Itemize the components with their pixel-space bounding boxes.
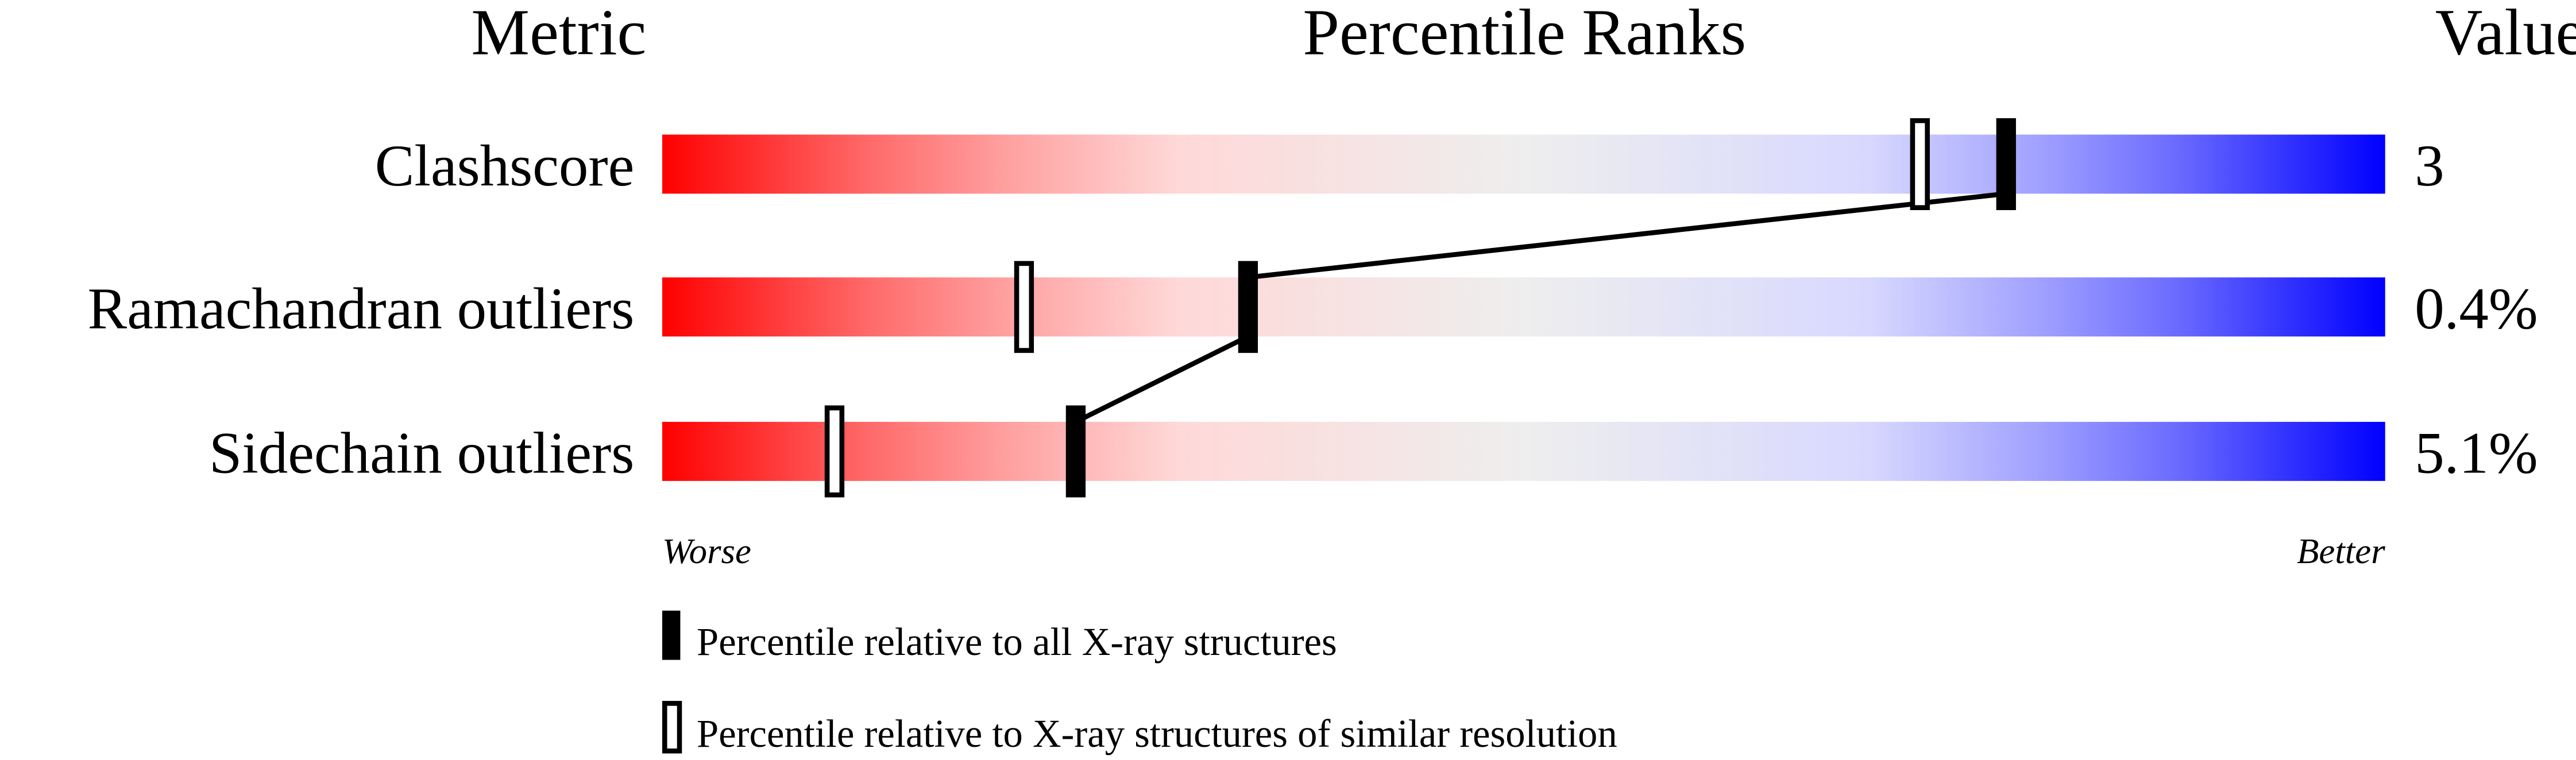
marker-all-ramachandran-outliers (1238, 261, 1258, 353)
bar-sidechain-outliers (662, 421, 2385, 481)
header-value: Value (2435, 0, 2576, 68)
marker-all-clashscore (1996, 118, 2016, 211)
marker-similar-ramachandran-outliers (1014, 261, 1034, 353)
value-label-sidechain-outliers: 5.1% (2415, 421, 2538, 486)
metric-label-ramachandran-outliers: Ramachandran outliers (88, 276, 635, 342)
metric-label-sidechain-outliers: Sidechain outliers (209, 421, 634, 486)
legend-all-label: Percentile relative to all X-ray structu… (697, 620, 1337, 664)
legend-open-marker-icon (662, 701, 682, 754)
marker-similar-clashscore (1910, 118, 1930, 211)
bar-clashscore (662, 134, 2385, 194)
legend-filled-marker-icon (662, 610, 681, 660)
header-percentile-ranks: Percentile Ranks (1303, 0, 1746, 68)
marker-all-sidechain-outliers (1065, 405, 1086, 498)
bar-ramachandran-outliers (662, 277, 2385, 337)
value-label-clashscore: 3 (2415, 133, 2444, 199)
metric-label-clashscore: Clashscore (375, 133, 635, 199)
value-label-ramachandran-outliers: 0.4% (2415, 276, 2538, 342)
legend-similar-label: Percentile relative to X-ray structures … (697, 712, 1617, 755)
marker-similar-sidechain-outliers (824, 405, 845, 498)
connector-line (1075, 191, 2007, 424)
header-metric: Metric (471, 0, 646, 68)
axis-label-worse: Worse (662, 531, 751, 571)
axis-label-better: Better (2297, 531, 2385, 571)
